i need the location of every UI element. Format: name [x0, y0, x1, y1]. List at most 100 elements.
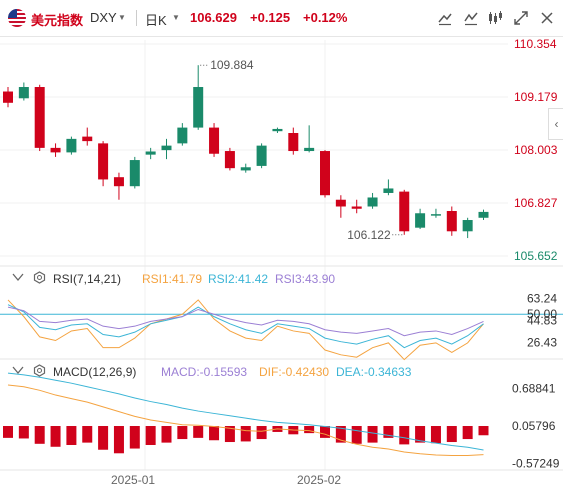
rsi1-value: RSI1:41.79 — [142, 272, 203, 286]
candle-body — [224, 151, 235, 169]
macd-histogram-bar — [161, 426, 172, 443]
candle-body — [399, 191, 410, 232]
candle-body — [161, 145, 172, 151]
candle-body — [50, 147, 61, 153]
toggle-visibility-icon[interactable] — [12, 271, 24, 286]
macd-histogram-bar — [98, 426, 109, 450]
price-axis-label: 110.354 — [514, 37, 557, 51]
low-label: 106.122 — [347, 228, 391, 242]
candle-body — [272, 128, 283, 132]
candle-settings-icon[interactable] — [486, 9, 504, 27]
candle-body — [18, 87, 29, 99]
candle-body — [209, 127, 220, 154]
price-axis-label: 108.003 — [514, 143, 558, 157]
candle-body — [367, 197, 378, 207]
dif-value: DIF:-0.42430 — [259, 365, 330, 379]
price-change-pct: +0.12% — [303, 10, 348, 25]
candle-body — [351, 206, 362, 209]
candle-body — [415, 213, 426, 228]
macd-axis-label: 0.05796 — [512, 419, 556, 433]
macd-histogram-bar — [446, 426, 457, 443]
indicator-settings-icon[interactable] — [33, 271, 46, 287]
macd-histogram-bar — [224, 426, 235, 443]
macd-value: MACD:-0.15593 — [161, 365, 248, 379]
rsi2-value: RSI2:41.42 — [208, 272, 269, 286]
candle-body — [240, 167, 251, 171]
indicator-settings-icon[interactable] — [33, 364, 46, 380]
macd-histogram-bar — [240, 426, 251, 442]
candle-body — [256, 145, 267, 166]
rsi3-value: RSI3:43.90 — [275, 272, 336, 286]
rsi-axis-label: 63.24 — [527, 291, 557, 305]
macd-histogram-bar — [177, 426, 188, 440]
period-dropdown-icon[interactable]: ▼ — [172, 13, 180, 22]
candle-body — [113, 177, 124, 187]
macd-histogram-bar — [66, 426, 77, 445]
rsi-axis-label: 26.43 — [527, 335, 557, 349]
macd-histogram-bar — [320, 426, 330, 438]
macd-histogram-bar — [304, 426, 315, 434]
rsi2-line — [7, 304, 484, 349]
us-flag-icon — [8, 9, 26, 27]
expand-icon[interactable] — [512, 9, 530, 27]
header-divider — [136, 10, 137, 26]
high-label: 109.884 — [210, 58, 254, 72]
chart-header: 美元指数 DXY ▼ 日K ▼ 106.629 +0.125 +0.12% — [0, 0, 563, 36]
collapse-panel-button[interactable]: ‹ — [548, 108, 563, 140]
macd-histogram-bar — [18, 426, 29, 439]
rsi1-line — [7, 299, 484, 361]
macd-histogram-bar — [34, 426, 45, 444]
close-icon[interactable] — [538, 9, 556, 27]
symbol-code[interactable]: DXY — [90, 10, 117, 25]
macd-histogram-bar — [351, 426, 362, 444]
price-change: +0.125 — [250, 10, 291, 25]
toggle-visibility-icon[interactable] — [12, 364, 24, 379]
macd-histogram-bar — [367, 426, 378, 443]
macd-histogram-bar — [256, 426, 267, 440]
rsi3-line — [7, 306, 484, 337]
macd-axis-label: -0.57249 — [512, 456, 560, 470]
rsi-axis-label: 50.00 — [527, 307, 557, 321]
macd-histogram-bar — [415, 426, 426, 443]
macd-histogram-bar — [193, 426, 204, 438]
candle-body — [430, 214, 441, 216]
candle-body — [288, 133, 299, 152]
candle-body — [320, 151, 330, 196]
symbol-name[interactable]: 美元指数 — [31, 13, 84, 28]
candle-body — [129, 160, 140, 187]
macd-histogram-bar — [145, 426, 156, 445]
macd-histogram-bar — [50, 426, 61, 447]
dif-line — [7, 384, 484, 457]
price-axis-label: 109.179 — [514, 90, 558, 104]
dea-value: DEA:-0.34633 — [336, 365, 412, 379]
candle-body — [98, 143, 109, 180]
price-axis-label: 105.652 — [514, 249, 558, 263]
candle-body — [34, 87, 45, 148]
candle-body — [304, 147, 315, 152]
candle-body — [383, 188, 394, 193]
candle-body — [446, 211, 457, 232]
x-axis-label: 2025-02 — [297, 473, 341, 487]
macd-histogram-bar — [209, 426, 220, 441]
candle-body — [335, 199, 346, 207]
candle-body — [66, 138, 77, 153]
candle-body — [177, 127, 188, 144]
macd-histogram-bar — [462, 426, 473, 440]
candle-body — [145, 151, 156, 155]
period-selector[interactable]: 日K — [145, 13, 167, 28]
macd-axis-label: 0.68841 — [512, 382, 556, 396]
candle-body — [462, 220, 473, 232]
macd-histogram-bar — [3, 426, 13, 438]
candle-body — [82, 136, 93, 142]
dea-line — [7, 372, 484, 451]
macd-histogram-bar — [129, 426, 140, 449]
rsi-title: RSI(7,14,21) — [53, 272, 122, 286]
macd-title: MACD(12,26,9) — [53, 365, 137, 379]
draw-line-icon[interactable] — [436, 9, 454, 27]
price-axis-label: 106.827 — [514, 196, 558, 210]
symbol-dropdown-icon[interactable]: ▼ — [118, 13, 126, 22]
indicator-icon[interactable] — [462, 9, 480, 27]
x-axis-label: 2025-01 — [111, 473, 155, 487]
last-price: 106.629 — [190, 10, 237, 25]
